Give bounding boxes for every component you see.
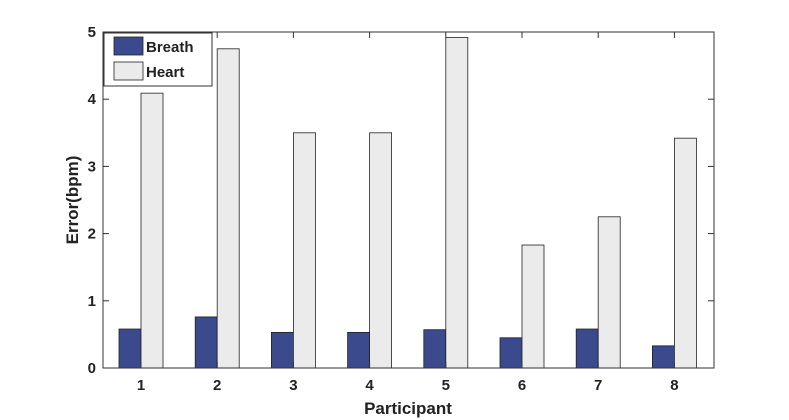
bar-heart-1	[140, 92, 164, 369]
bar-heart-4	[369, 132, 393, 369]
y-axis-title: Error(bpm)	[63, 156, 82, 245]
bar-breath-2	[194, 316, 218, 369]
x-tick-label: 6	[518, 377, 526, 394]
bar-breath-4	[347, 331, 371, 369]
y-tick-label: 4	[88, 91, 97, 108]
legend-swatch-heart	[113, 61, 144, 81]
y-tick-label: 0	[88, 360, 96, 377]
bar-breath-7	[575, 328, 599, 369]
x-tick-label: 2	[213, 377, 221, 394]
bar-breath-5	[423, 329, 447, 369]
bar-breath-1	[118, 328, 142, 369]
legend-label-breath: Breath	[146, 39, 194, 56]
bar-heart-8	[674, 137, 697, 369]
bar-heart-2	[216, 48, 240, 369]
y-tick-label: 3	[88, 158, 96, 175]
y-tick-label: 5	[88, 24, 96, 41]
bar-breath-6	[499, 337, 523, 369]
legend: Breath Heart	[103, 32, 213, 87]
x-tick-label: 4	[365, 377, 374, 394]
plot-frame	[102, 31, 715, 369]
x-axis: 1 2 3 4 5 6 7 8	[137, 32, 679, 394]
y-tick-label: 2	[88, 226, 96, 243]
legend-swatch-breath	[113, 36, 144, 56]
x-tick-label: 5	[442, 377, 450, 394]
y-tick-label: 1	[88, 293, 96, 310]
legend-label-heart: Heart	[146, 64, 184, 81]
y-axis: 0 1 2 3 4 5	[88, 24, 714, 377]
bar-breath-8	[652, 345, 675, 369]
bars-layer	[118, 36, 697, 369]
bar-heart-7	[597, 216, 621, 369]
bar-heart-6	[521, 244, 545, 369]
x-tick-label: 7	[594, 377, 602, 394]
bar-breath-3	[270, 331, 294, 369]
x-tick-label: 3	[289, 377, 297, 394]
bar-heart-3	[292, 132, 316, 369]
bar-heart-5	[445, 36, 469, 369]
x-tick-label: 8	[670, 377, 678, 394]
x-axis-title: Participant	[364, 399, 452, 418]
x-tick-label: 1	[137, 377, 145, 394]
